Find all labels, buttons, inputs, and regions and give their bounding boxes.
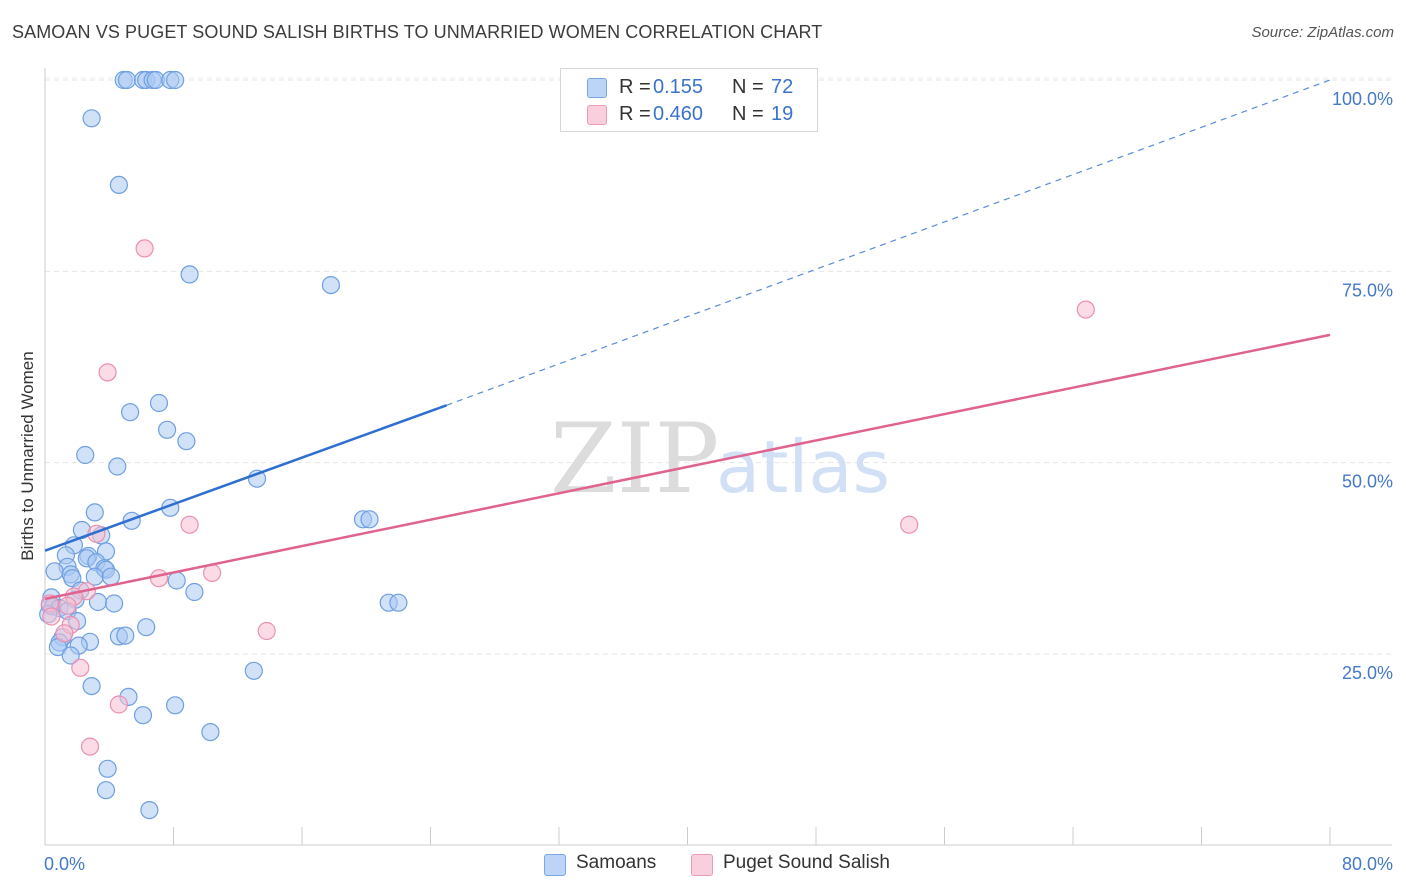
point-samoans (177, 432, 196, 451)
stats-row-salish: R = 0.460 N = 19 (561, 102, 817, 128)
point-samoans (61, 646, 80, 665)
n-label: N = (732, 76, 764, 98)
point-samoans (116, 626, 135, 645)
stats-row-samoans: R = 0.155 N = 72 (561, 75, 817, 101)
point-samoans (360, 510, 379, 529)
legend-label-salish: Puget Sound Salish (723, 852, 890, 873)
y-tick-label: 75.0% (1342, 280, 1393, 300)
chart-source: Source: ZipAtlas.com (1251, 24, 1394, 41)
trend-extension-samoans (446, 79, 1331, 406)
point-samoans (140, 800, 159, 820)
point-samoans (133, 706, 153, 725)
point-samoans (158, 420, 177, 439)
point-puget-sound-salish (180, 515, 199, 534)
r-value: 0.460 (653, 103, 704, 125)
r-label: R = (619, 103, 651, 125)
point-puget-sound-salish (109, 695, 129, 714)
point-samoans (82, 676, 101, 696)
trend-lines (44, 79, 1331, 601)
point-samoans (104, 594, 124, 613)
stats-legend: R = 0.155 N = 72 R = 0.460 N = 19 (560, 68, 818, 132)
series-legend: Samoans Puget Sound Salish (0, 852, 1406, 878)
n-label: N = (732, 103, 764, 125)
point-samoans (117, 70, 137, 90)
point-puget-sound-salish (900, 515, 919, 534)
y-tick-label: 50.0% (1342, 472, 1393, 492)
point-samoans (98, 759, 117, 778)
axes (44, 68, 1392, 846)
x-tick-label: 0.0% (44, 854, 85, 874)
watermark-atlas: atlas (716, 425, 890, 509)
point-samoans (137, 618, 156, 637)
point-samoans (167, 571, 186, 590)
point-puget-sound-salish (55, 624, 74, 643)
n-value: 19 (771, 103, 794, 125)
point-samoans (389, 593, 408, 612)
point-samoans (82, 109, 101, 128)
point-samoans (321, 276, 340, 295)
point-puget-sound-salish (58, 596, 77, 615)
n-value: 72 (771, 76, 794, 98)
r-value: 0.155 (653, 76, 704, 98)
point-puget-sound-salish (98, 363, 117, 382)
y-tick-label: 25.0% (1342, 663, 1393, 683)
samoans-legend-swatch (544, 854, 566, 876)
point-samoans (108, 457, 127, 476)
point-samoans (85, 503, 104, 522)
point-puget-sound-salish (71, 658, 90, 677)
x-tick-label: 80.0% (1342, 854, 1393, 874)
y-tick-label: 100.0% (1332, 89, 1393, 109)
point-puget-sound-salish (42, 607, 61, 626)
point-samoans (121, 403, 140, 422)
legend-label-samoans: Samoans (576, 852, 657, 873)
watermark: ZIP atlas (550, 403, 890, 515)
point-samoans (185, 582, 204, 602)
trend-line-puget-sound-salish (44, 333, 1331, 601)
chart-title: SAMOAN VS PUGET SOUND SALISH BIRTHS TO U… (12, 22, 823, 42)
point-puget-sound-salish (149, 569, 169, 588)
point-puget-sound-salish (257, 621, 276, 641)
salish-swatch (587, 105, 607, 125)
point-samoans (149, 393, 169, 413)
point-samoans (76, 445, 95, 465)
point-samoans (45, 562, 64, 581)
tick-labels: 25.0% 50.0% 75.0% 100.0% 0.0% 80.0% (44, 89, 1393, 874)
r-label: R = (619, 76, 651, 98)
grid-lines (45, 77, 1392, 655)
series-samoans (39, 70, 408, 820)
point-samoans (180, 265, 199, 284)
trend-line-samoans (44, 404, 447, 552)
point-samoans (166, 70, 185, 90)
watermark-zip: ZIP (550, 403, 719, 515)
point-samoans (166, 696, 185, 715)
point-puget-sound-salish (80, 737, 100, 756)
point-samoans (96, 781, 116, 800)
point-samoans (109, 175, 129, 194)
point-samoans (101, 567, 121, 586)
point-samoans (201, 722, 220, 742)
point-puget-sound-salish (135, 239, 154, 258)
point-puget-sound-salish (1076, 300, 1095, 319)
samoans-swatch (587, 78, 607, 98)
salish-legend-swatch (691, 854, 713, 876)
point-samoans (244, 661, 263, 680)
